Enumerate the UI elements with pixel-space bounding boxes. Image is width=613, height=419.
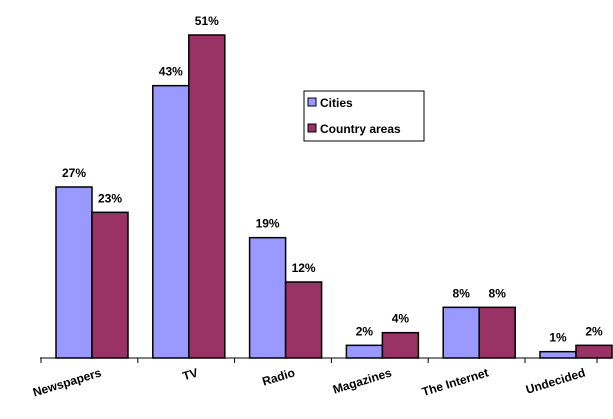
x-tick-label-newspapers: Newspapers <box>31 365 103 399</box>
bar-undecided-country-areas <box>575 344 613 359</box>
value-label-the-internet-cities: 8% <box>453 286 471 300</box>
legend-swatch-cities <box>307 97 317 107</box>
legend: Cities Country areas <box>303 90 425 142</box>
value-label-tv-country-areas: 51% <box>195 14 219 28</box>
x-tick-label-magazines: Magazines <box>331 365 393 396</box>
legend-label-country-areas: Country areas <box>320 122 401 136</box>
legend-swatch-country-areas <box>307 123 317 133</box>
value-label-newspapers-country-areas: 23% <box>98 191 122 205</box>
bar-radio-country-areas <box>284 281 323 359</box>
bar-the-internet-country-areas <box>478 306 516 359</box>
bar-magazines-country-areas <box>381 331 420 359</box>
x-tick-label-radio: Radio <box>260 365 296 388</box>
bar-newspapers-cities <box>55 186 93 359</box>
value-label-tv-cities: 43% <box>159 65 183 79</box>
value-label-magazines-country-areas: 4% <box>392 312 410 326</box>
legend-box <box>303 90 425 142</box>
value-label-undecided-cities: 1% <box>549 331 567 345</box>
x-tick-label-tv: TV <box>181 365 200 383</box>
value-label-radio-cities: 19% <box>256 217 280 231</box>
bar-newspapers-country-areas <box>91 211 129 359</box>
value-label-undecided-country-areas: 2% <box>585 324 603 338</box>
bars-layer <box>55 34 613 359</box>
x-tick-label-the-internet: The Internet <box>420 365 490 398</box>
value-label-the-internet-country-areas: 8% <box>489 286 507 300</box>
value-label-radio-country-areas: 12% <box>292 261 316 275</box>
value-labels-layer: 27% 23% 43% 51% 19% 12% 2% 4% 8% 8% 1% 2% <box>62 14 603 345</box>
x-tick-label-undecided: Undecided <box>524 365 587 396</box>
value-label-magazines-cities: 2% <box>356 324 374 338</box>
bar-undecided-cities <box>539 350 577 359</box>
legend-label-cities: Cities <box>320 96 353 110</box>
value-label-newspapers-cities: 27% <box>62 166 86 180</box>
bar-tv-cities <box>152 84 190 359</box>
tick-labels-layer: Newspapers TV Radio Magazines The Internet Un… <box>31 365 587 399</box>
bar-the-internet-cities <box>442 306 480 359</box>
bar-magazines-cities <box>345 344 384 359</box>
bar-tv-country-areas <box>188 34 226 359</box>
bar-radio-cities <box>248 236 287 359</box>
ticks-layer <box>40 358 598 363</box>
